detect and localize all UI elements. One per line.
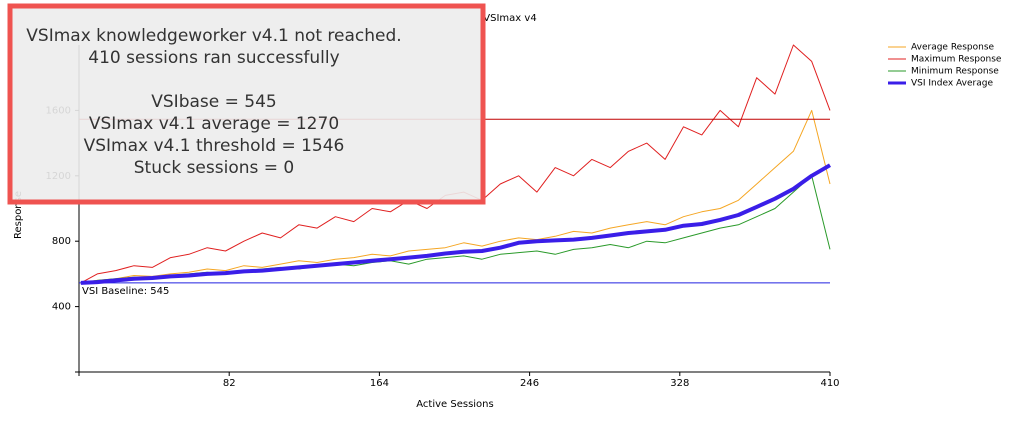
summary-line: VSIbase = 545 [151, 92, 276, 112]
legend-label: Maximum Response [911, 55, 1002, 65]
baseline-label: VSI Baseline: 545 [82, 286, 169, 297]
series-line [80, 163, 832, 285]
summary-line: VSImax knowledgeworker v4.1 not reached. [26, 26, 401, 46]
chart-title: VSImax v4 [483, 13, 536, 24]
x-axis-label: Active Sessions [416, 399, 493, 410]
x-tick-label: 164 [370, 378, 389, 389]
legend-label: Minimum Response [911, 67, 999, 77]
summary-line: 410 sessions ran successfully [88, 48, 339, 68]
x-tick-label: 82 [223, 378, 236, 389]
summary-line: VSImax v4.1 threshold = 1546 [84, 136, 345, 156]
x-tick-label: 246 [520, 378, 539, 389]
y-axis-label: Response [13, 191, 24, 239]
y-tick-label: 800 [52, 236, 71, 247]
summary-box [7, 3, 486, 205]
x-tick-label: 410 [820, 378, 839, 389]
legend-label: Average Response [911, 43, 995, 53]
legend-label: VSI Index Average [911, 79, 993, 89]
series-line [80, 109, 831, 284]
summary-line: Stuck sessions = 0 [134, 158, 294, 178]
x-tick-label: 328 [670, 378, 689, 389]
summary-line: VSImax v4.1 average = 1270 [89, 114, 339, 134]
y-tick-label: 400 [52, 302, 71, 313]
summary-overlay: VSImax knowledgeworker v4.1 not reached.… [7, 3, 486, 205]
